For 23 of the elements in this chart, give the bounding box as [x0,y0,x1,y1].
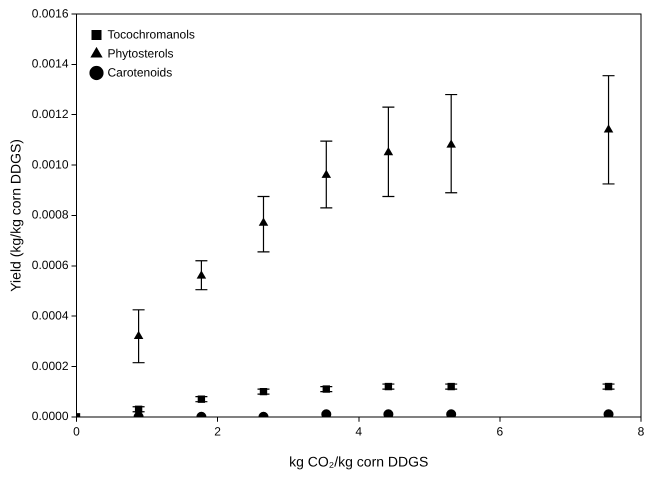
point [383,409,394,417]
x-tick-label: 8 [638,424,645,438]
y-tick-label: 0.0008 [32,208,69,222]
x-tick-label: 2 [214,424,222,438]
x-axis-title: kg CO₂/kg corn DDGS [289,453,428,470]
y-tick-label: 0.0012 [32,107,69,122]
y-tick-label: 0.0000 [32,409,69,424]
y-axis-title: Yield (kg/kg corn DDGS) [7,139,24,292]
point [604,409,614,417]
point [446,409,456,417]
legend-label: Phytosterols [108,46,174,60]
x-tick-label: 0 [73,424,80,438]
y-tick-label: 0.0016 [32,6,69,20]
y-tick-label: 0.0010 [32,157,69,172]
y-tick-label: 0.0014 [32,56,69,71]
y-tick-label: 0.0004 [32,308,69,322]
point [321,409,332,417]
x-tick-label: 6 [496,424,504,438]
y-tick-label: 0.0002 [32,358,69,373]
legend-label: Tocochromanols [108,27,195,42]
legend-label: Carotenoids [108,65,172,80]
y-tick-label: 0.0006 [32,258,69,272]
x-tick-label: 4 [355,424,362,438]
